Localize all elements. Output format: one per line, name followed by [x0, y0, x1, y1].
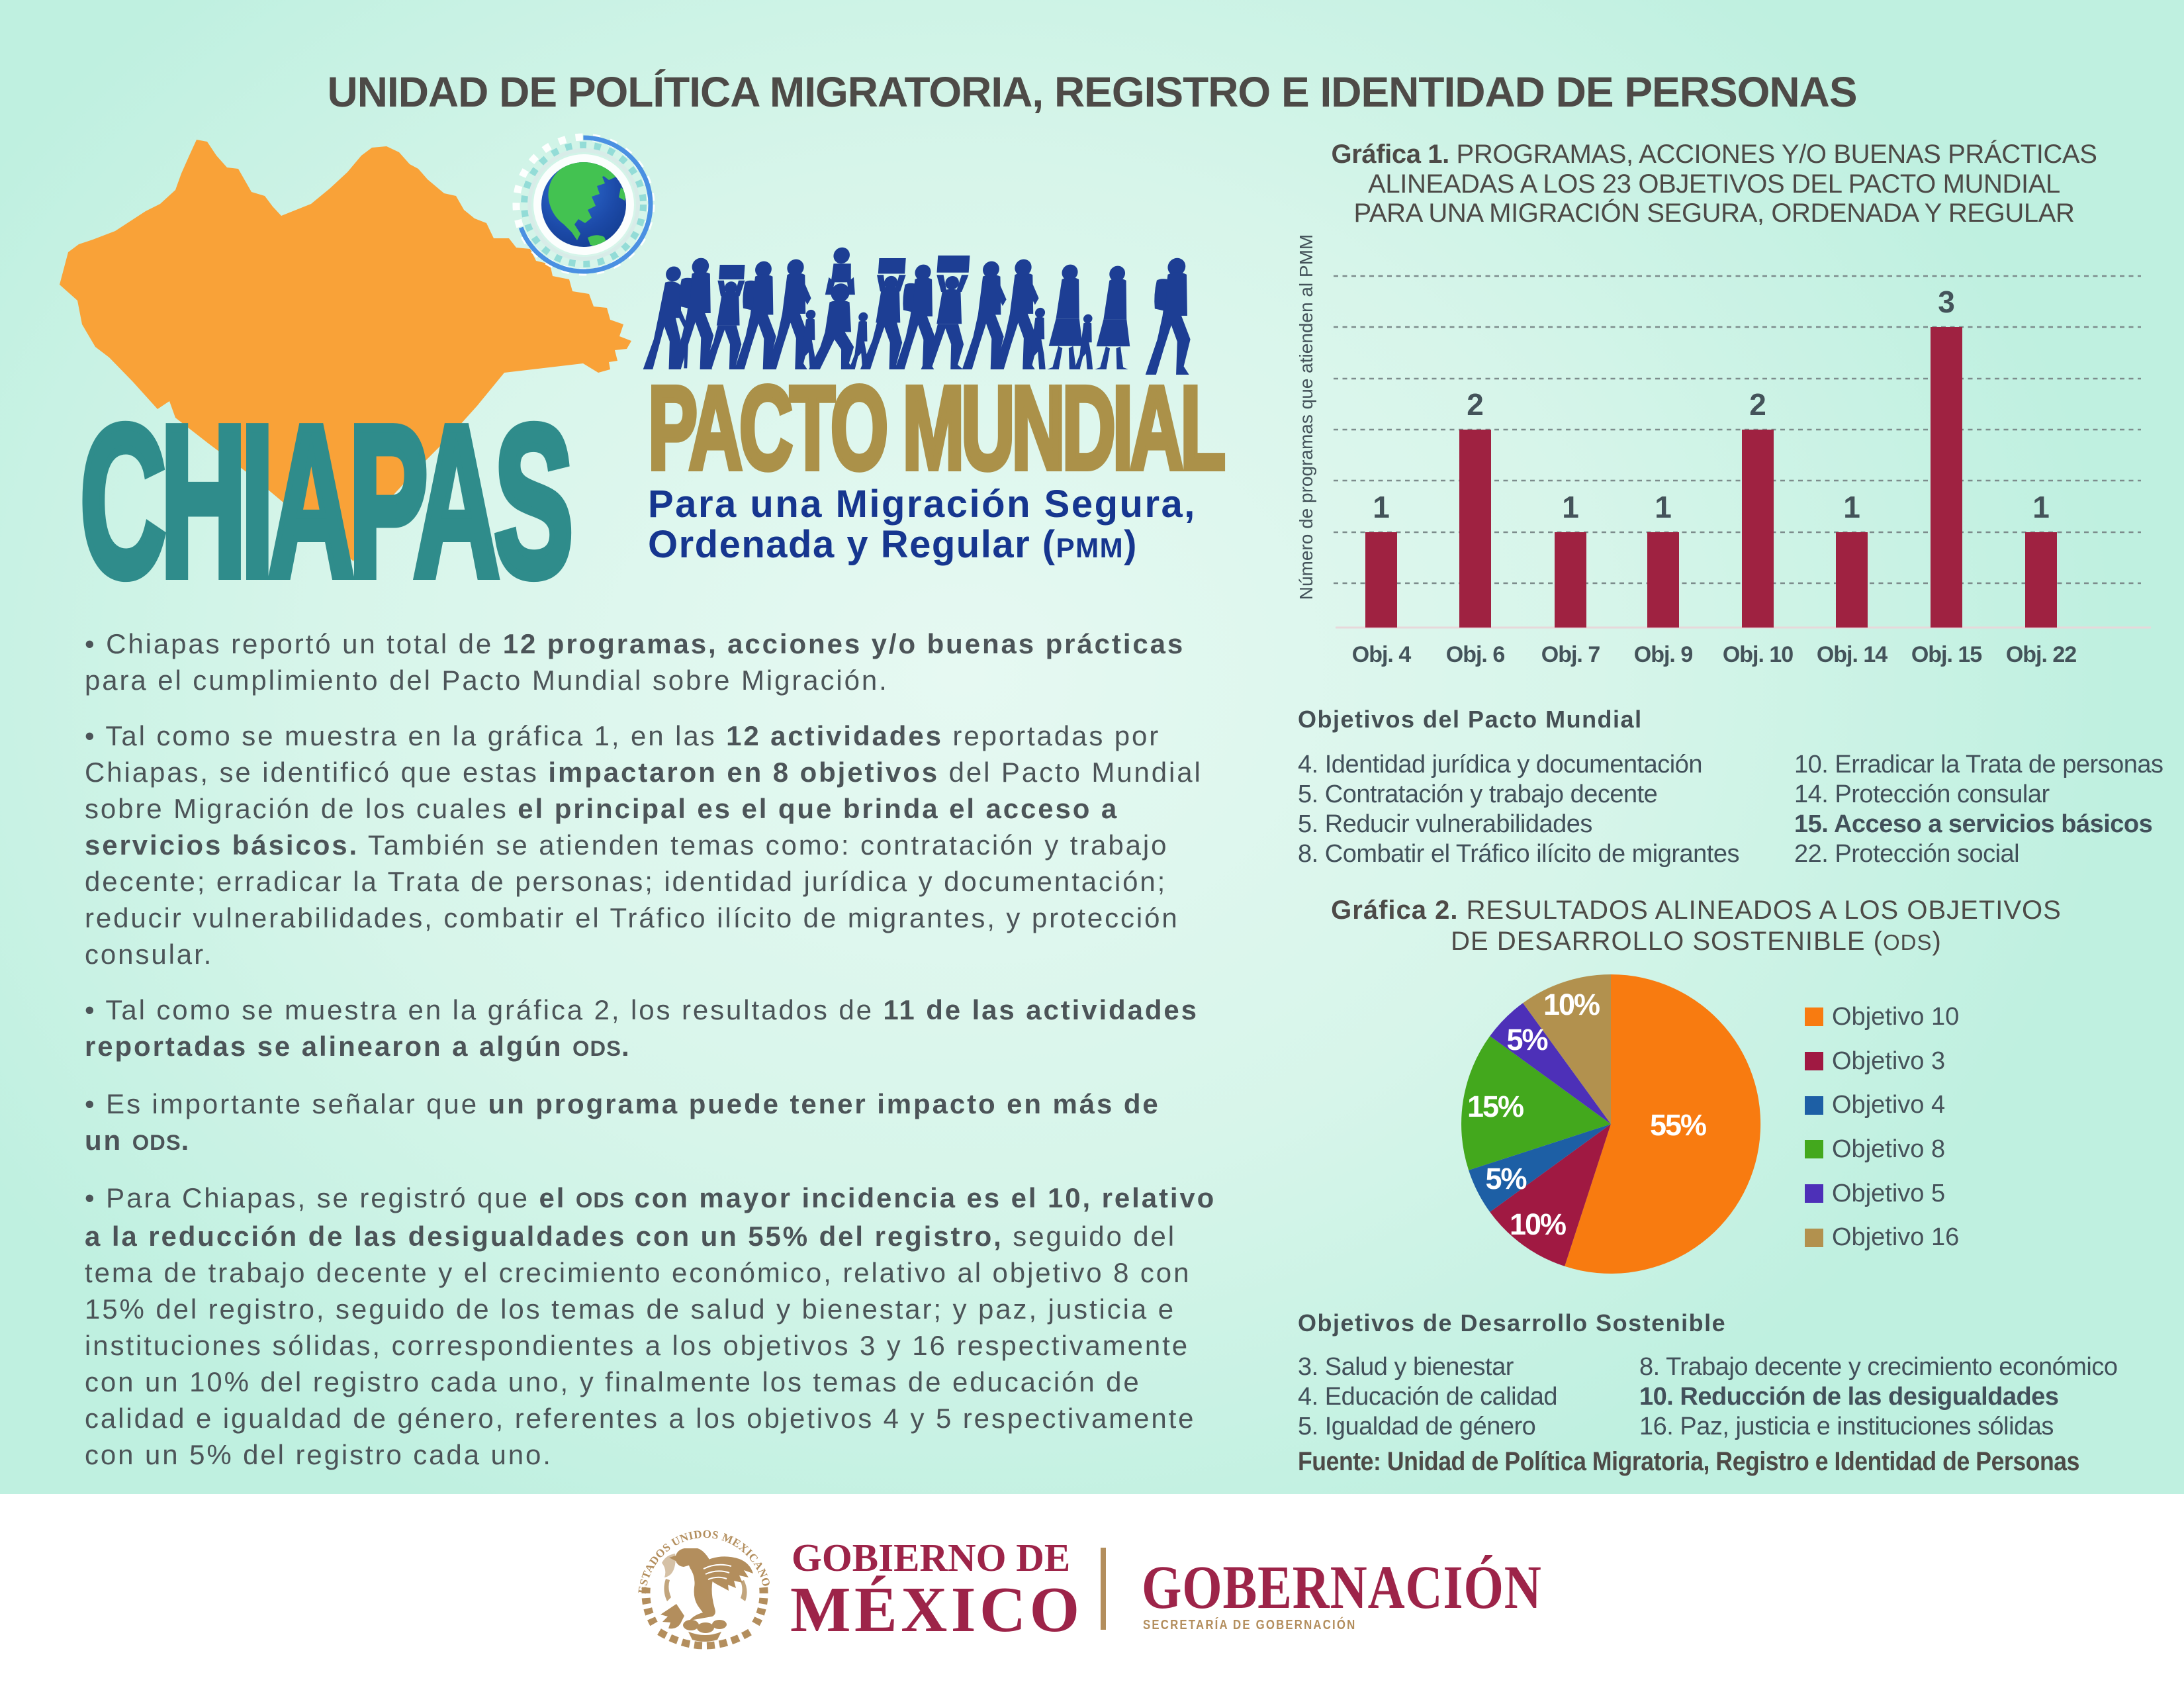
- svg-text:Obj. 15: Obj. 15: [1911, 642, 1981, 667]
- svg-text:Obj. 6: Obj. 6: [1446, 642, 1505, 667]
- svg-text:1: 1: [1655, 490, 1672, 524]
- svg-text:PACTO MUNDIAL: PACTO MUNDIAL: [648, 361, 1224, 494]
- svg-text:Número de programas que atiend: Número de programas que atienden al PMM: [1296, 234, 1316, 600]
- svg-text:55%: 55%: [1650, 1108, 1706, 1142]
- svg-text:1: 1: [1843, 490, 1860, 524]
- svg-text:Obj. 10: Obj. 10: [1723, 642, 1793, 667]
- svg-text:2: 2: [1749, 387, 1766, 422]
- svg-text:5%: 5%: [1485, 1162, 1526, 1196]
- svg-text:Obj. 22: Obj. 22: [2006, 642, 2076, 667]
- svg-text:Obj. 7: Obj. 7: [1541, 642, 1600, 667]
- svg-text:CHIAPAS: CHIAPAS: [80, 381, 570, 621]
- svg-text:1: 1: [1562, 490, 1579, 524]
- svg-text:5%: 5%: [1506, 1023, 1547, 1056]
- svg-text:10%: 10%: [1543, 988, 1600, 1021]
- svg-text:3: 3: [1938, 285, 1955, 319]
- svg-text:1: 1: [2032, 490, 2050, 524]
- svg-text:10%: 10%: [1510, 1207, 1566, 1241]
- svg-text:Obj. 14: Obj. 14: [1817, 642, 1888, 667]
- svg-text:Obj. 4: Obj. 4: [1352, 642, 1412, 667]
- svg-text:Obj. 9: Obj. 9: [1634, 642, 1693, 667]
- svg-text:15%: 15%: [1467, 1090, 1524, 1123]
- svg-text:2: 2: [1467, 387, 1484, 422]
- svg-text:1: 1: [1373, 490, 1390, 524]
